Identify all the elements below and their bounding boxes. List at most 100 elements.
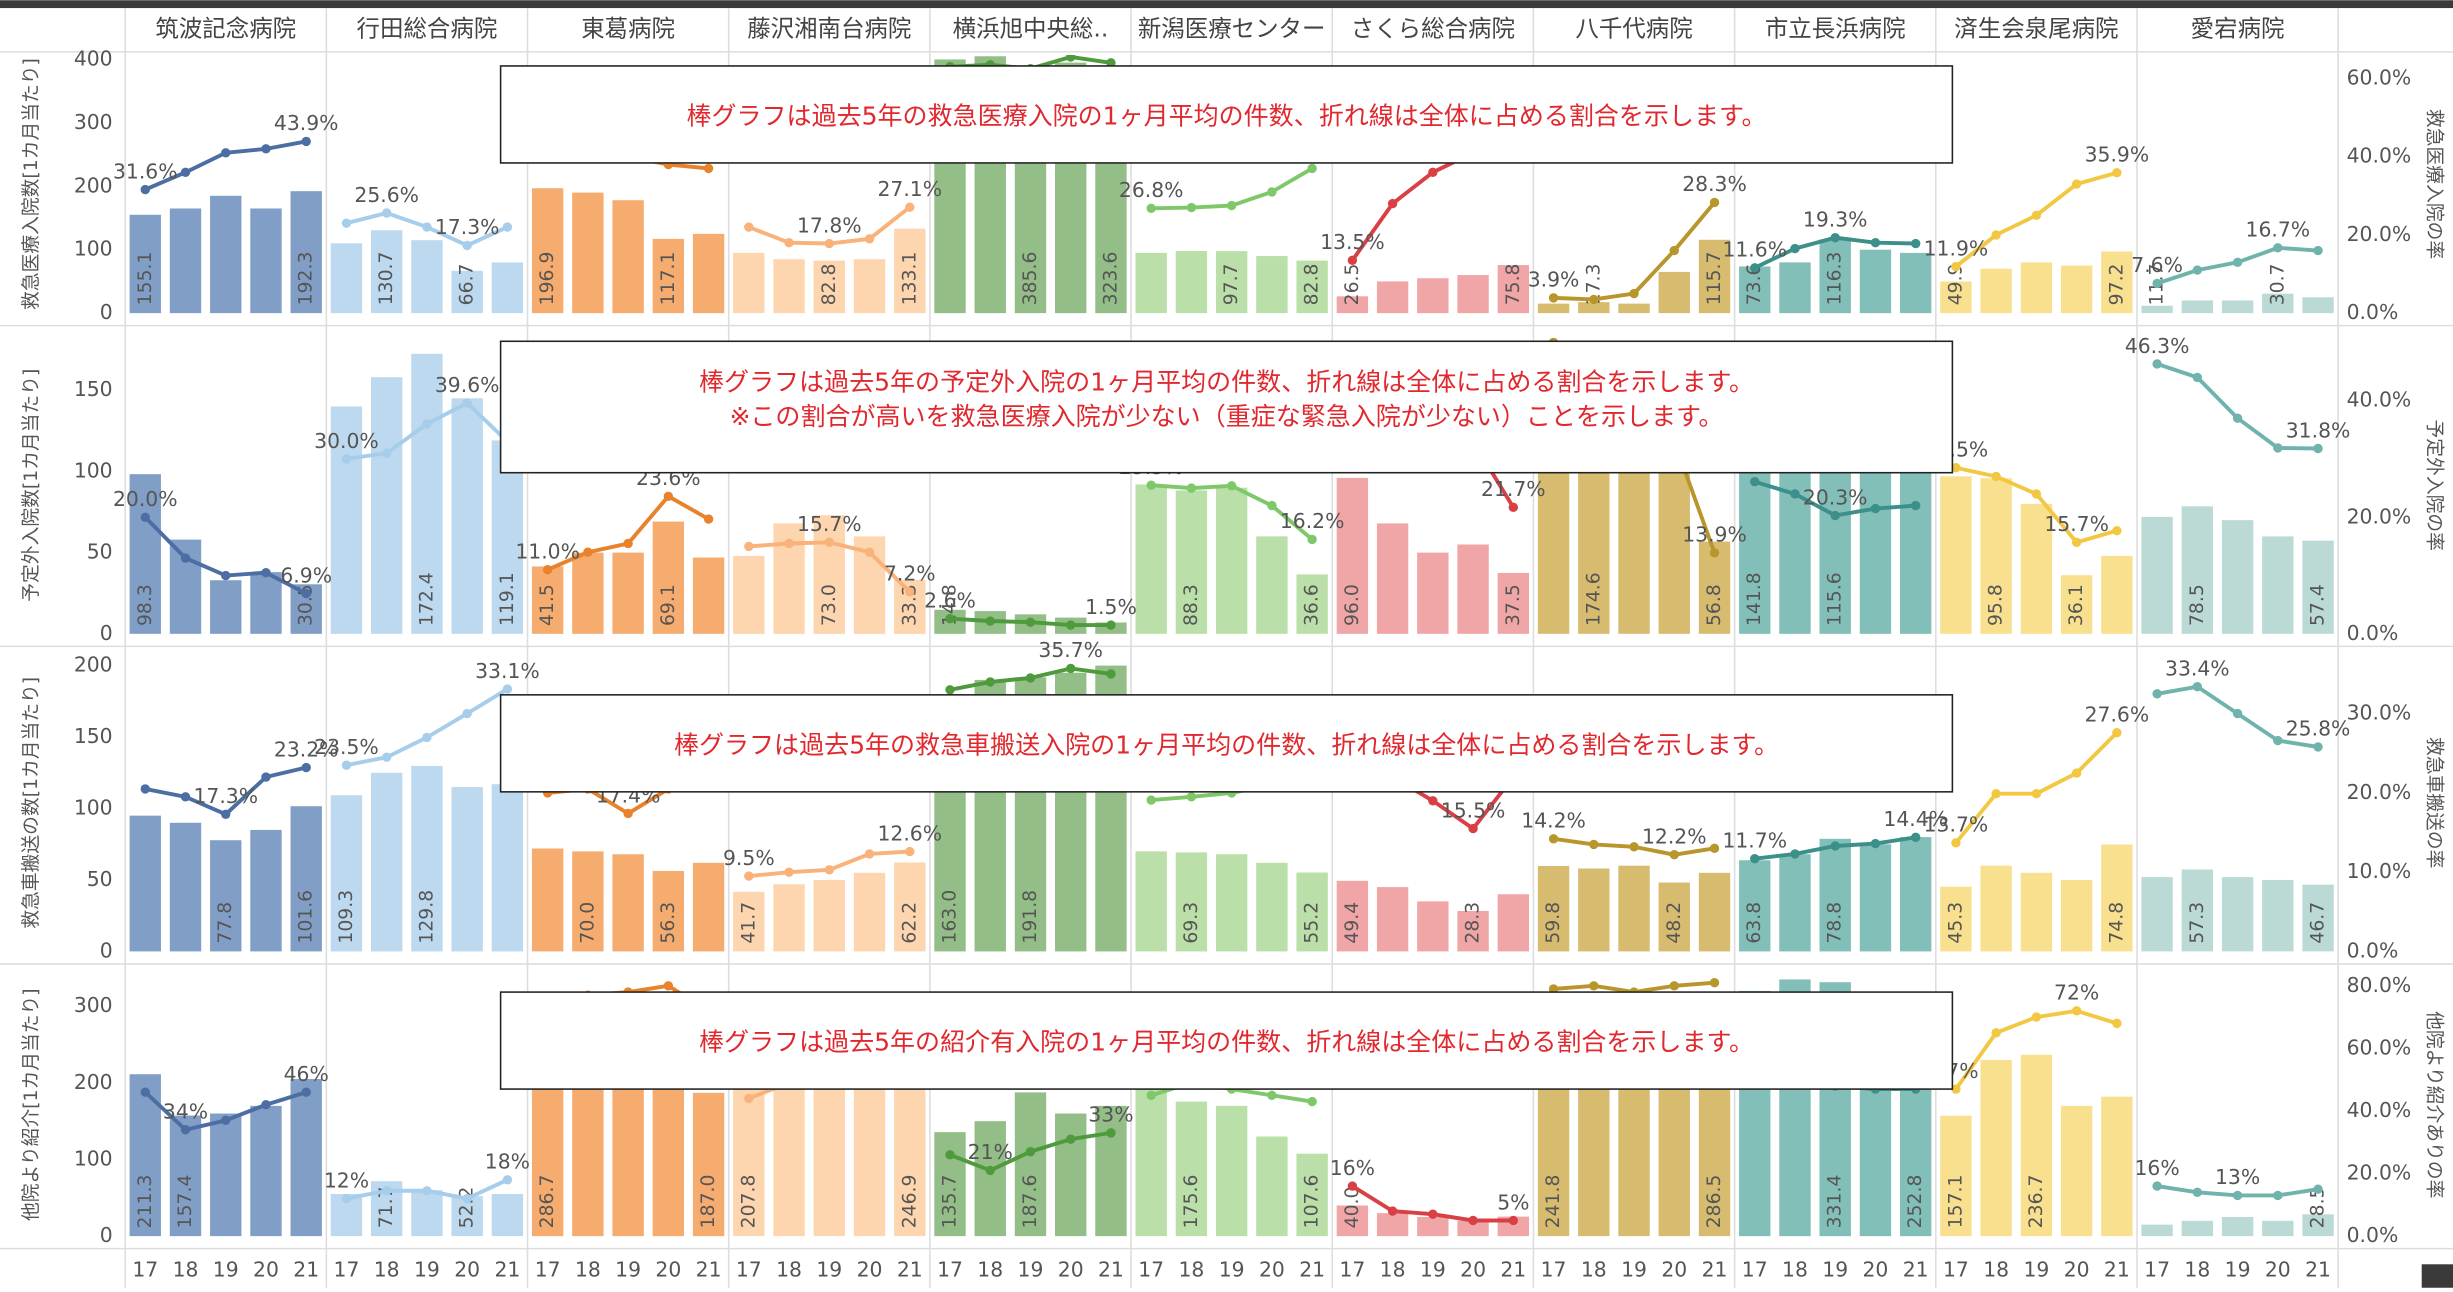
bar <box>491 262 524 314</box>
y-tick-label: 300 <box>74 110 113 134</box>
note-text: 棒グラフは過去5年の救急車搬送入院の1ヶ月平均の件数、折れ線は全体に占める割合を… <box>674 730 1779 759</box>
bar-label: 115.7 <box>1704 252 1725 306</box>
bar <box>330 243 363 314</box>
rate-label: 7.2% <box>884 562 936 586</box>
bar-label: 97.7 <box>1221 264 1242 306</box>
rate-label: 15.7% <box>797 512 862 536</box>
bar-label: 36.6 <box>1302 584 1323 626</box>
bar <box>210 195 242 314</box>
bar-label: 36.1 <box>2066 584 2087 626</box>
bar-label: 30.5 <box>296 584 317 626</box>
y2-tick-label: 0.0% <box>2347 1223 2399 1247</box>
rate-label: 16% <box>2135 1156 2180 1180</box>
bar <box>169 1115 202 1237</box>
rate-point <box>2192 1187 2203 1198</box>
rate-label: 14.4% <box>1883 807 1948 831</box>
rate-point <box>2071 537 2082 548</box>
rate-label: 17.3% <box>435 215 500 239</box>
bar <box>1537 303 1570 314</box>
note-text: 棒グラフは過去5年の紹介有入院の1ヶ月平均の件数、折れ線は全体に占める割合を示し… <box>699 1028 1754 1057</box>
x-tick-label: 17 <box>1339 1258 1365 1282</box>
y2-axis-label: 他院より紹介ありの率 <box>2424 1011 2446 1198</box>
rate-point <box>1066 54 1076 62</box>
rate-point <box>1066 663 1076 674</box>
y-tick-label: 150 <box>74 724 113 748</box>
rate-point <box>2232 413 2243 423</box>
rate-point <box>261 1100 271 1110</box>
hospital-name: 藤沢湘南台病院 <box>747 14 911 42</box>
rate-point <box>422 222 432 232</box>
rate-point <box>1025 1146 1036 1157</box>
bar <box>733 252 765 314</box>
bar-label: 59.8 <box>1543 902 1564 944</box>
bar <box>290 806 322 952</box>
bar <box>1497 572 1530 634</box>
bar <box>129 815 161 952</box>
rate-point <box>2071 768 2082 778</box>
rate-point <box>2273 443 2283 453</box>
bar <box>1256 862 1288 952</box>
rate-label: 16% <box>1330 1156 1375 1180</box>
rate-point <box>2192 372 2203 383</box>
bar <box>1457 275 1489 314</box>
bar <box>290 191 322 314</box>
rate-label: 11.6% <box>1722 238 1787 262</box>
rate-label: 33% <box>1088 1103 1133 1127</box>
rate-point <box>1830 232 1840 243</box>
y-tick-label: 300 <box>74 993 113 1017</box>
bar <box>2302 297 2334 314</box>
bar-label: 187.6 <box>1020 1175 1041 1229</box>
rate-point <box>462 240 472 251</box>
rate-point <box>261 567 271 578</box>
y2-tick-label: 20.0% <box>2347 1161 2412 1185</box>
bar <box>2262 879 2294 952</box>
bar <box>451 270 483 314</box>
rate-point <box>502 222 513 232</box>
rate-point <box>221 809 231 819</box>
rate-point <box>1910 832 1921 842</box>
y-axis-label: 他院より紹介[1カ月当たり] <box>20 988 42 1221</box>
bar <box>1215 1105 1248 1237</box>
bar <box>2302 884 2334 952</box>
bar <box>411 353 443 634</box>
rate-label: 3.9% <box>1528 268 1580 292</box>
bar <box>1940 281 1972 314</box>
rate-point <box>2313 742 2323 752</box>
rate-label: 34% <box>163 1100 208 1124</box>
x-tick-label: 17 <box>937 1258 963 1282</box>
bar-label: 78.8 <box>1825 902 1846 944</box>
rate-label: 16.2% <box>1280 509 1345 533</box>
y-tick-label: 400 <box>74 46 113 70</box>
bar <box>1135 851 1167 952</box>
rate-point <box>663 491 674 501</box>
bar <box>2221 877 2254 952</box>
bar <box>451 787 483 952</box>
rate-point <box>784 238 794 248</box>
rate-label: 23.2% <box>274 737 339 761</box>
rate-point <box>2112 727 2122 738</box>
bar <box>2020 872 2053 952</box>
rate-point <box>180 167 191 178</box>
hospital-name: 済生会泉尾病院 <box>1954 14 2118 42</box>
rate-point <box>2071 1006 2082 1016</box>
rate-point <box>1790 243 1800 254</box>
bar <box>531 566 564 634</box>
bar-label: 191.8 <box>1020 890 1041 944</box>
rate-point <box>864 849 875 859</box>
rate-point <box>1106 669 1116 679</box>
bar <box>894 228 926 314</box>
bar <box>2141 305 2173 314</box>
rate-point <box>1991 1028 2001 1038</box>
rate-point <box>744 1093 754 1104</box>
rate-point <box>1709 978 1720 988</box>
bar-label: 157.4 <box>175 1175 196 1229</box>
x-tick-label: 18 <box>1581 1258 1607 1282</box>
x-tick-label: 17 <box>535 1258 561 1282</box>
rate-point <box>1709 843 1720 854</box>
y-axis-label: 予定外入院数[1カ月当たり] <box>20 369 42 602</box>
bar <box>2020 503 2053 634</box>
x-tick-label: 20 <box>1661 1258 1687 1282</box>
x-tick-label: 19 <box>1219 1258 1245 1282</box>
rate-point <box>1991 471 2001 482</box>
bar-label: 17.3 <box>1583 264 1604 306</box>
